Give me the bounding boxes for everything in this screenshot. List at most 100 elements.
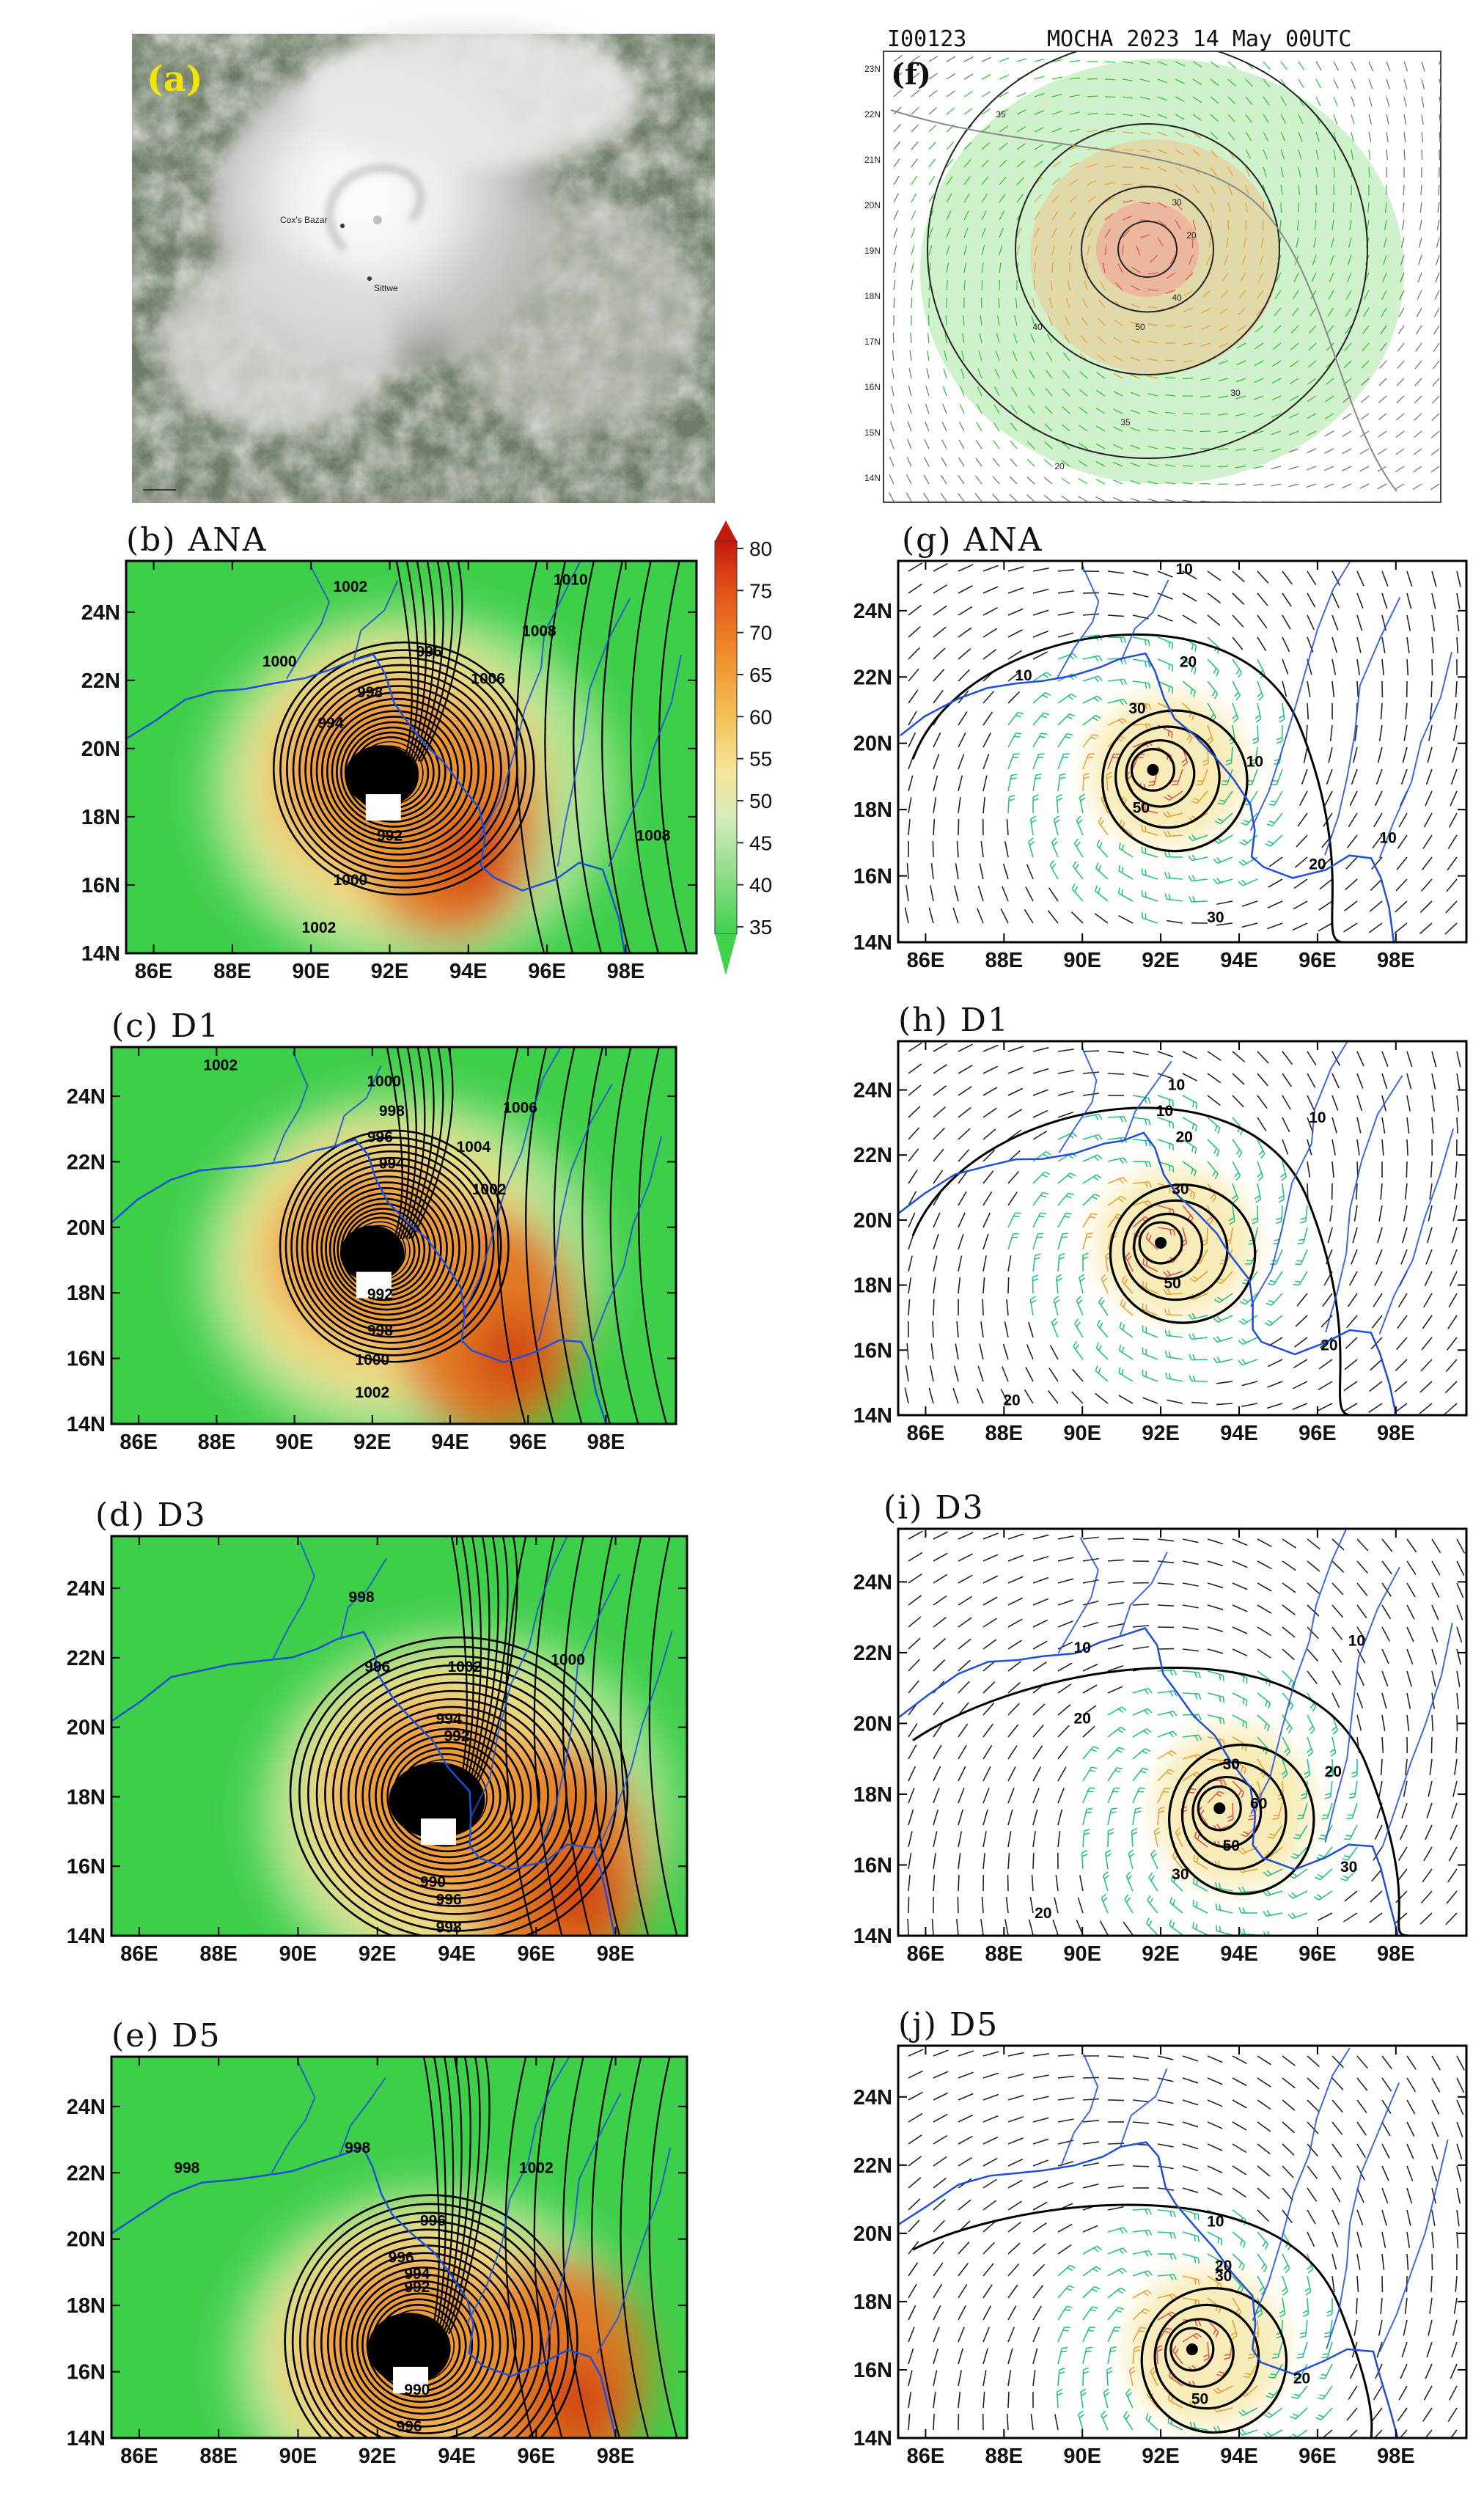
f-wind-barb (1169, 254, 1176, 265)
f-wind-barb (1253, 430, 1264, 435)
f-wind-barb (980, 297, 982, 309)
wind-barb (1319, 2363, 1333, 2379)
f-wind-barb (1164, 359, 1176, 361)
f-wind-barb (1206, 254, 1211, 265)
lat-label: 16N (67, 2361, 106, 2384)
wind-barb (1207, 1095, 1221, 1106)
isobar-label: 992 (367, 1286, 393, 1303)
panel-a-satellite: Cox's Bazar Sittwe (a) (132, 22, 715, 503)
wind-barb (1282, 2121, 1295, 2134)
wind-barb (1406, 2231, 1411, 2248)
f-wind-barb (1347, 254, 1352, 265)
wind-barb (1032, 2243, 1046, 2255)
pressure-field (126, 561, 697, 953)
wind-barb (1282, 1604, 1296, 1615)
wind-barb (1257, 2099, 1271, 2110)
f-wind-barb (974, 493, 982, 502)
wind-barb (1157, 1749, 1177, 1760)
lat-label: 20N (853, 1712, 892, 1736)
wind-barb (1403, 724, 1408, 741)
f-wind-barb (999, 227, 1004, 238)
wind-barb (1004, 1919, 1009, 1936)
wind-barb (1431, 1538, 1441, 1554)
f-wind-barb (1325, 378, 1334, 386)
wind-barb (1007, 2305, 1017, 2321)
wind-barb (982, 1532, 999, 1540)
wind-barb (908, 1574, 922, 1584)
f-wind-barb (963, 315, 965, 326)
wind-barb (1356, 1714, 1362, 1731)
wind-barb (1057, 1578, 1074, 1584)
wind-barb (1406, 1604, 1415, 1620)
f-wind-barb (1333, 114, 1338, 125)
wind-barb (1291, 2385, 1308, 2400)
wind-barb (1157, 636, 1174, 650)
wind-barb (1048, 887, 1059, 902)
wind-barb (1431, 1095, 1436, 1112)
wind-barb (1094, 913, 1109, 924)
wind-barb (1331, 1095, 1339, 1111)
wind-barb (1189, 1271, 1208, 1282)
isobar-label: 1002 (203, 1057, 238, 1073)
wind-barb (982, 1639, 997, 1650)
wind-barb (1238, 2407, 1258, 2417)
f-wind-barb (1010, 422, 1018, 432)
wind-barb (1267, 1359, 1283, 1367)
f-wind-barb (1326, 342, 1334, 351)
wind-barb (1342, 1846, 1358, 1861)
wind-barb (1456, 2209, 1460, 2226)
wind-barb (1241, 1824, 1258, 1837)
wind-barb (1082, 1787, 1095, 1804)
wind-barb (1456, 1073, 1461, 1090)
wind-barb (1182, 680, 1196, 697)
wind-barb (982, 2136, 999, 2145)
wind-barb (1007, 629, 1023, 638)
wind-barb (1057, 2097, 1074, 2101)
wind-barb (1104, 1849, 1112, 1870)
wind-barb (1406, 592, 1412, 609)
wind-barb (1207, 2253, 1222, 2268)
wind-barb (1351, 1249, 1358, 1265)
wind-barb (1207, 2099, 1223, 2107)
f-wind-barb (1430, 448, 1440, 456)
f-wind-barb (1034, 144, 1044, 150)
wind-barb (1028, 1919, 1034, 1936)
wind-barb (1082, 2285, 1101, 2299)
f-wind-barb (1097, 317, 1106, 326)
wind-barb (1356, 2099, 1367, 2114)
f-wind-barb (911, 193, 917, 203)
wind-barb (1049, 1345, 1059, 1360)
wind-barb (1431, 2099, 1440, 2115)
f-wind-barb (1139, 149, 1150, 153)
wind-barb (933, 626, 947, 638)
wind-barb (982, 775, 988, 792)
wind-barb (1243, 2363, 1258, 2379)
f-wind-barb (1157, 166, 1168, 172)
wind-barb (1141, 890, 1158, 902)
f-wind-barb (1368, 114, 1373, 125)
wind-barb (908, 2241, 919, 2255)
wind-barb (933, 2198, 946, 2211)
wind-barb (933, 818, 936, 836)
isotach-label: 10 (1309, 1109, 1326, 1126)
wind-barb (958, 732, 966, 748)
isobar-label: 998 (349, 1589, 375, 1606)
f-wind-barb (1439, 61, 1441, 69)
wind-barb (1265, 834, 1283, 847)
wind-barb (1448, 812, 1458, 828)
wind-barb (1132, 1161, 1152, 1168)
wind-barb (1032, 1662, 1047, 1672)
wind-barb (1192, 1877, 1208, 1892)
f-wind-barb (993, 440, 1000, 449)
f-wind-barb (1377, 483, 1387, 490)
f-wind-barb (1227, 131, 1235, 141)
f-wind-barb (1435, 254, 1440, 265)
isobar-label: 998 (379, 1103, 405, 1120)
wind-barb (1282, 1670, 1295, 1689)
isobar-label: 996 (367, 1129, 393, 1146)
f-wind-barb (889, 438, 895, 449)
f-wind-barb (1113, 372, 1123, 379)
f-wind-barb (1210, 219, 1213, 230)
f-wind-barb (1272, 342, 1282, 350)
